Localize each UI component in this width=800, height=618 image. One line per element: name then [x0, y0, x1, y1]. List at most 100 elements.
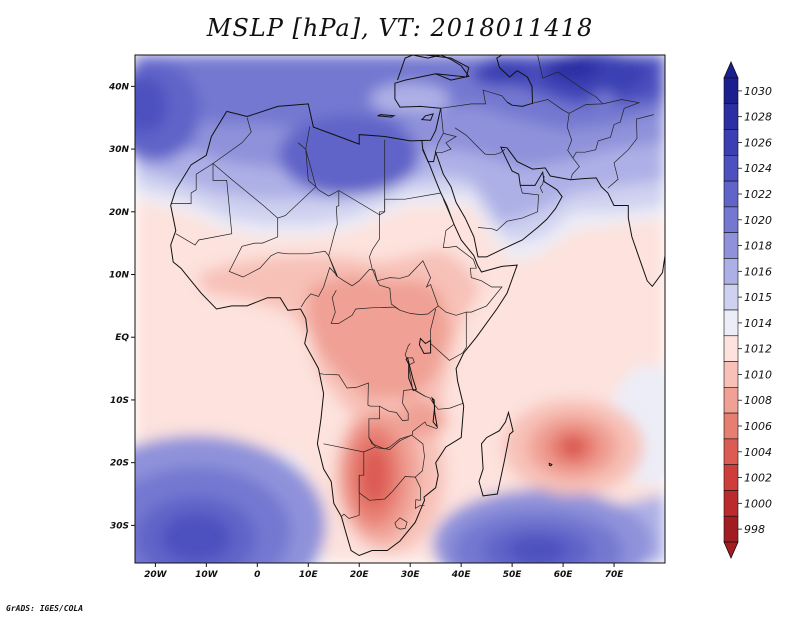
lon-tick-label: 60E: [554, 570, 574, 580]
colorbar-label: 998: [744, 523, 765, 536]
border-central-asia: [537, 55, 604, 105]
border-iraq-saudi: [454, 127, 506, 156]
colorbar-swatch: [723, 438, 739, 465]
border-lesotho: [394, 517, 408, 530]
border-turkey-iraq-iran: [440, 89, 508, 109]
chart-title: MSLP [hPa], VT: 2018011418: [206, 14, 594, 42]
colorbar-label: 1026: [744, 136, 772, 149]
field-libya-high: [279, 115, 420, 196]
colorbar-swatch: [723, 515, 739, 543]
border-tanzania-mozambique: [408, 365, 464, 410]
lon-tick-label: 70E: [605, 570, 625, 580]
lon-tick-label: 10E: [299, 570, 319, 580]
border-sudan-south-sudan: [369, 214, 439, 315]
border-libya: [305, 126, 386, 216]
lon-tick-label: 30E: [401, 570, 421, 580]
grads-credit: GrADS: IGES/COLA: [6, 604, 84, 613]
lat-tick-label: 20S: [110, 459, 129, 469]
colorbar-swatch: [723, 490, 739, 517]
colorbar-label: 1028: [744, 111, 772, 124]
border-india-pakistan: [607, 114, 654, 189]
field-mozambique-1008: [398, 400, 443, 437]
border-iran-east: [532, 99, 580, 180]
border-algeria-south: [212, 142, 317, 219]
colorbar: 1030 1028 1026 1024 1022 1020 1018 1016 1015 1014…: [723, 61, 772, 559]
border-morocco-algeria: [212, 117, 252, 164]
colorbar-label: 1008: [744, 394, 772, 407]
border-drc-zambia: [379, 388, 426, 421]
coastline-mauritius: [548, 462, 553, 467]
map-frame: [134, 54, 666, 564]
colorbar-label: 1006: [744, 420, 772, 433]
field-cyclone-core: [568, 441, 579, 452]
border-jordan: [435, 133, 457, 154]
colorbar-swatch: [723, 412, 739, 440]
colorbar-swatch: [723, 232, 739, 259]
latitude-axis: 40N 30N 20N 10N EQ 10S 20S 30S: [108, 82, 135, 531]
colorbar-swatch: [723, 361, 739, 388]
coastline-africa: [170, 111, 518, 557]
lon-tick-label: 20W: [144, 570, 168, 580]
coastline-caspian: [496, 55, 534, 107]
field-atlantic-high-core: [135, 77, 168, 134]
border-mozambique-south: [414, 476, 425, 510]
colorbar-swatch: [723, 77, 739, 105]
colorbar-swatch: [723, 103, 739, 130]
colorbar-swatch: [723, 283, 739, 311]
field-asia-high-core: [548, 55, 599, 80]
field-kalahari-1004: [359, 445, 390, 506]
field-pamir-relief: [591, 90, 616, 107]
colorbar-label: 1000: [744, 497, 772, 510]
coastline-arabia-india: [422, 146, 665, 288]
lat-tick-label: 30S: [110, 521, 129, 531]
lon-tick-label: 40E: [451, 570, 472, 580]
lon-tick-label: 20E: [350, 570, 370, 580]
colorbar-label: 1030: [744, 85, 772, 98]
colorbar-swatch: [723, 258, 739, 285]
coastline-black-sea: [397, 55, 470, 81]
lat-tick-label: 30N: [109, 145, 130, 155]
colorbar-bottom-arrow: [723, 541, 739, 559]
colorbar-label: 1010: [744, 368, 772, 381]
border-levant: [434, 108, 444, 153]
border-west-africa: [228, 218, 338, 308]
colorbar-swatch: [723, 206, 739, 233]
colorbar-label: 1015: [744, 291, 772, 304]
colorbar-label: 1016: [744, 265, 772, 278]
colorbar-label: 1020: [744, 214, 772, 227]
lon-tick-label: 10W: [195, 570, 219, 580]
coastline-crete: [377, 114, 396, 118]
lon-tick-label: 0: [254, 570, 260, 580]
colorbar-swatch: [723, 335, 739, 362]
colorbar-swatch: [723, 464, 739, 491]
colorbar-label: 1002: [744, 472, 772, 485]
border-zambia-south: [368, 421, 438, 450]
lon-tick-label: 50E: [503, 570, 523, 580]
lat-tick-label: EQ: [115, 333, 129, 343]
border-kenya: [430, 308, 467, 361]
colorbar-label: 1014: [744, 317, 772, 330]
colorbar-label: 1012: [744, 343, 772, 356]
field-congo-1008: [308, 274, 451, 400]
border-rwanda-burundi: [404, 343, 415, 366]
border-afghanistan: [569, 99, 641, 159]
colorbar-swatch: [723, 387, 739, 414]
border-ethiopia-eritrea: [437, 199, 503, 316]
colorbar-label: 1018: [744, 240, 772, 253]
lat-tick-label: 40N: [108, 82, 130, 92]
field-sind-1024: [507, 536, 568, 563]
border-uae-oman: [539, 175, 545, 194]
lat-tick-label: 10S: [110, 396, 129, 406]
border-angola: [319, 373, 380, 453]
lat-tick-label: 20N: [109, 208, 130, 218]
pressure-field: [135, 55, 665, 563]
border-arabia-south: [477, 185, 539, 232]
longitude-axis: 20W 10W 0 10E 20E 30E 40E 50E 60E 70E: [144, 563, 624, 580]
field-med-relief: [370, 82, 451, 115]
colorbar-swatch: [723, 155, 739, 182]
field-caspian-high: [471, 61, 532, 86]
coastline-mediterranean: [226, 55, 470, 145]
border-chad-car: [328, 190, 401, 324]
colorbar-top-arrow: [723, 61, 739, 79]
